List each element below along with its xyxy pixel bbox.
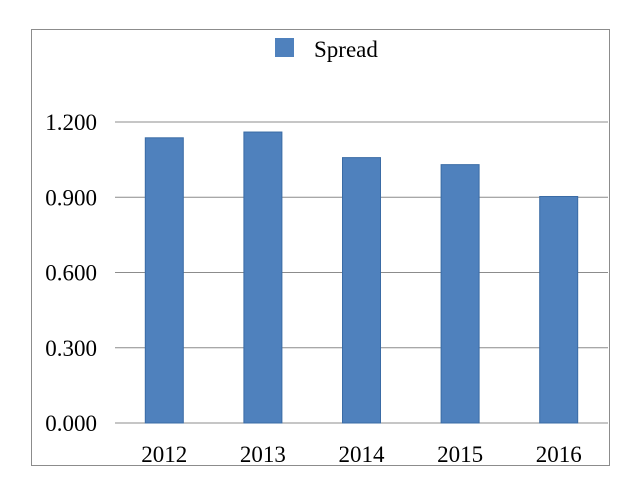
x-tick-label: 2014 [339,442,386,467]
legend-swatch-spread [275,38,294,57]
y-tick-label: 0.000 [45,411,97,436]
y-tick-label: 0.900 [45,185,97,210]
legend: Spread [275,37,378,62]
bar-2015 [440,164,480,424]
y-tick-label: 0.600 [45,261,97,286]
x-tick-label: 2016 [536,442,582,467]
chart-area [31,29,610,466]
bars [144,131,579,424]
bar-2016 [539,195,579,424]
y-tick-label: 0.300 [45,336,97,361]
x-tick-label: 2012 [141,442,187,467]
y-tick-label: 1.200 [45,110,97,135]
x-tick-label: 2013 [240,442,286,467]
legend-label-spread: Spread [314,37,378,62]
x-tick-label: 2015 [437,442,483,467]
bar-2014 [342,157,381,424]
bar-2012 [144,137,184,424]
bar-2013 [243,131,283,424]
x-axis-tick-labels: 2012 2013 2014 2015 2016 [141,442,581,467]
y-axis-tick-labels: 0.000 0.300 0.600 0.900 1.200 [45,110,97,436]
